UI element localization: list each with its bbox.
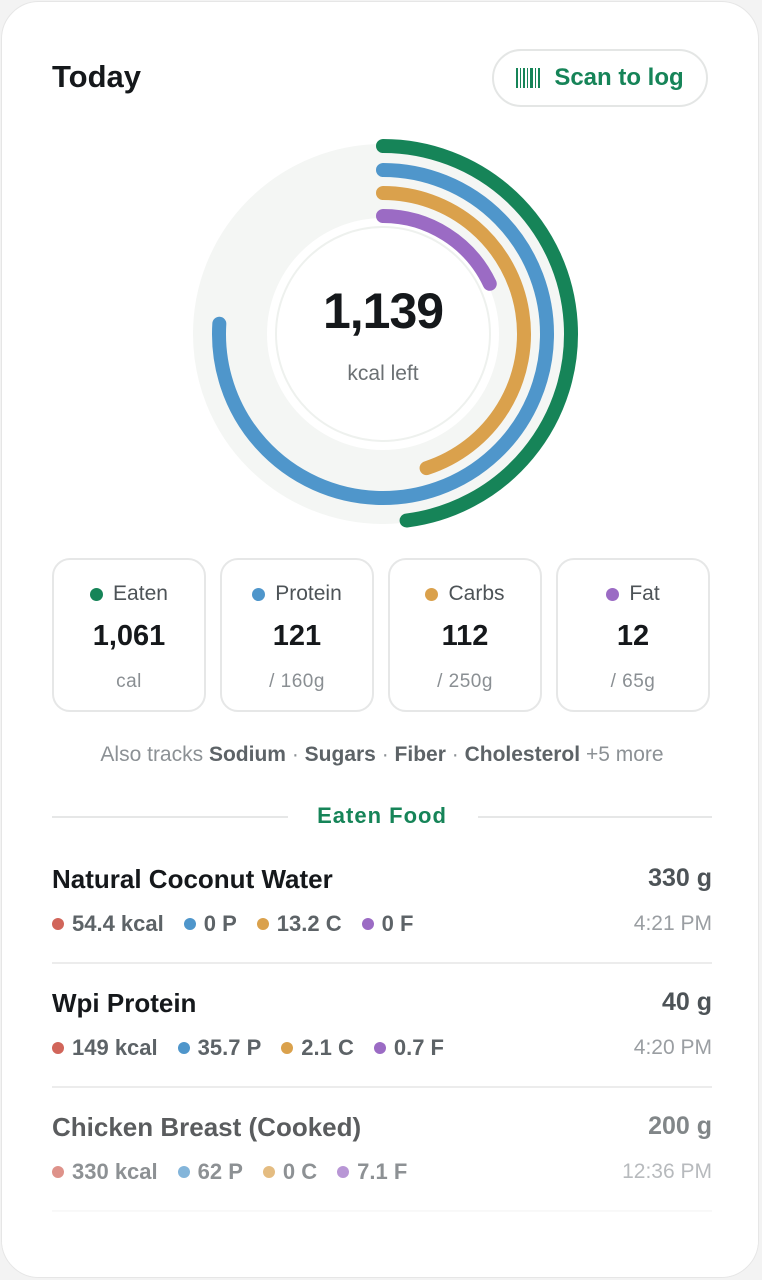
food-weight: 40 g <box>661 988 712 1016</box>
kcal-left-value: 1,139 <box>322 283 444 339</box>
tracks-item-sugars: Sugars <box>304 743 376 766</box>
eaten-dot <box>90 587 104 601</box>
protein-dot <box>183 918 196 930</box>
ring-carbs <box>376 186 531 476</box>
macro-protein: 62 P <box>197 1159 243 1184</box>
stat-label: Protein <box>275 582 342 605</box>
stat-carbs: Carbs 112 / 250g <box>388 558 542 712</box>
stat-fat: Fat 12 / 65g <box>556 558 710 712</box>
fat-dot <box>373 1042 386 1054</box>
food-macros: 149 kcal 35.7 P 2.1 C 0.7 F <box>52 1035 464 1061</box>
food-time: 4:21 PM <box>633 912 712 935</box>
macro-carbs: 2.1 C <box>301 1035 354 1060</box>
food-time: 4:20 PM <box>633 1036 712 1059</box>
food-macros: 54.4 kcal 0 P 13.2 C 0 F <box>52 911 433 937</box>
tracks-separator: · <box>291 743 299 766</box>
tracks-item-sodium: Sodium <box>208 743 286 766</box>
food-macros: 330 kcal 62 P 0 C 7.1 F <box>52 1159 427 1185</box>
protein-dot <box>252 587 266 601</box>
carbs-dot <box>425 587 439 601</box>
food-item[interactable]: Wpi Protein 40 g 149 kcal 35.7 P 2.1 C 0… <box>52 988 712 1112</box>
stat-protein: Protein 121 / 160g <box>220 558 374 712</box>
stat-unit: / 160g <box>269 671 325 692</box>
stat-label: Fat <box>629 582 660 605</box>
barcode-icon <box>516 68 542 88</box>
food-name: Natural Coconut Water <box>52 864 333 894</box>
ring-protein <box>212 163 554 505</box>
macro-fat: 0.7 F <box>393 1035 444 1060</box>
food-weight: 200 g <box>648 1112 712 1140</box>
food-item[interactable]: Natural Coconut Water 330 g 54.4 kcal 0 … <box>52 864 712 988</box>
stat-value: 12 <box>616 620 650 652</box>
stat-value: 112 <box>441 620 489 652</box>
section-divider-left <box>52 816 288 818</box>
also-tracks-note: Also tracks Sodium · Sugars · Fiber · Ch… <box>2 743 758 767</box>
stat-value: 1,061 <box>92 620 166 652</box>
stat-value: 121 <box>272 620 322 652</box>
ring-eaten <box>376 139 579 528</box>
food-name: Chicken Breast (Cooked) <box>52 1112 362 1142</box>
ring-fat <box>376 209 497 291</box>
tracks-prefix: Also tracks <box>100 743 204 766</box>
ring-track <box>193 144 573 524</box>
stat-label: Eaten <box>113 582 168 605</box>
food-item[interactable]: Chicken Breast (Cooked) 200 g 330 kcal 6… <box>52 1112 712 1236</box>
kcal-dot <box>52 1166 64 1178</box>
ring-center <box>275 226 491 442</box>
food-weight: 330 g <box>648 864 712 892</box>
scan-button-label: Scan to log <box>554 64 684 91</box>
macro-rings <box>193 139 579 528</box>
macro-kcal: 330 kcal <box>72 1159 158 1184</box>
kcal-dot <box>52 1042 64 1054</box>
row-divider <box>52 1086 712 1088</box>
tracks-separator: · <box>451 743 459 766</box>
macro-kcal: 54.4 kcal <box>72 911 164 936</box>
stat-unit: cal <box>116 671 142 692</box>
fat-dot <box>361 918 374 930</box>
stat-label: Carbs <box>448 582 505 605</box>
macro-protein: 0 P <box>203 911 237 936</box>
stat-unit: / 250g <box>437 671 493 692</box>
scan-to-log-button[interactable]: Scan to log <box>492 49 708 107</box>
fat-dot <box>606 587 620 601</box>
scroll-fade <box>2 1182 758 1277</box>
macro-carbs: 0 C <box>282 1159 318 1184</box>
carbs-dot <box>262 1166 275 1178</box>
tracks-separator: · <box>381 743 389 766</box>
kcal-left-label: kcal left <box>347 362 419 385</box>
carbs-dot <box>256 918 269 930</box>
macro-stats: Eaten 1,061 cal Protein 121 / 160g Carbs… <box>52 558 712 714</box>
stat-unit: / 65g <box>610 671 656 692</box>
macro-fat: 0 F <box>381 911 414 936</box>
stat-eaten: Eaten 1,061 cal <box>52 558 206 712</box>
row-divider <box>52 962 712 964</box>
eaten-food-heading: Eaten Food <box>317 803 447 828</box>
tracks-more: +5 more <box>585 743 664 766</box>
section-divider-right <box>478 816 712 818</box>
tracks-item-fiber: Fiber <box>394 743 446 766</box>
tracks-item-cholesterol: Cholesterol <box>464 743 581 766</box>
macro-protein: 35.7 P <box>197 1035 262 1060</box>
protein-dot <box>177 1166 190 1178</box>
macro-fat: 7.1 F <box>357 1159 408 1184</box>
protein-dot <box>177 1042 190 1054</box>
food-name: Wpi Protein <box>52 988 197 1018</box>
macro-carbs: 13.2 C <box>276 911 342 936</box>
kcal-dot <box>52 918 64 930</box>
page-title: Today <box>52 59 141 94</box>
food-time: 12:36 PM <box>622 1160 712 1183</box>
macro-kcal: 149 kcal <box>72 1035 158 1060</box>
carbs-dot <box>281 1042 294 1054</box>
fat-dot <box>337 1166 350 1178</box>
